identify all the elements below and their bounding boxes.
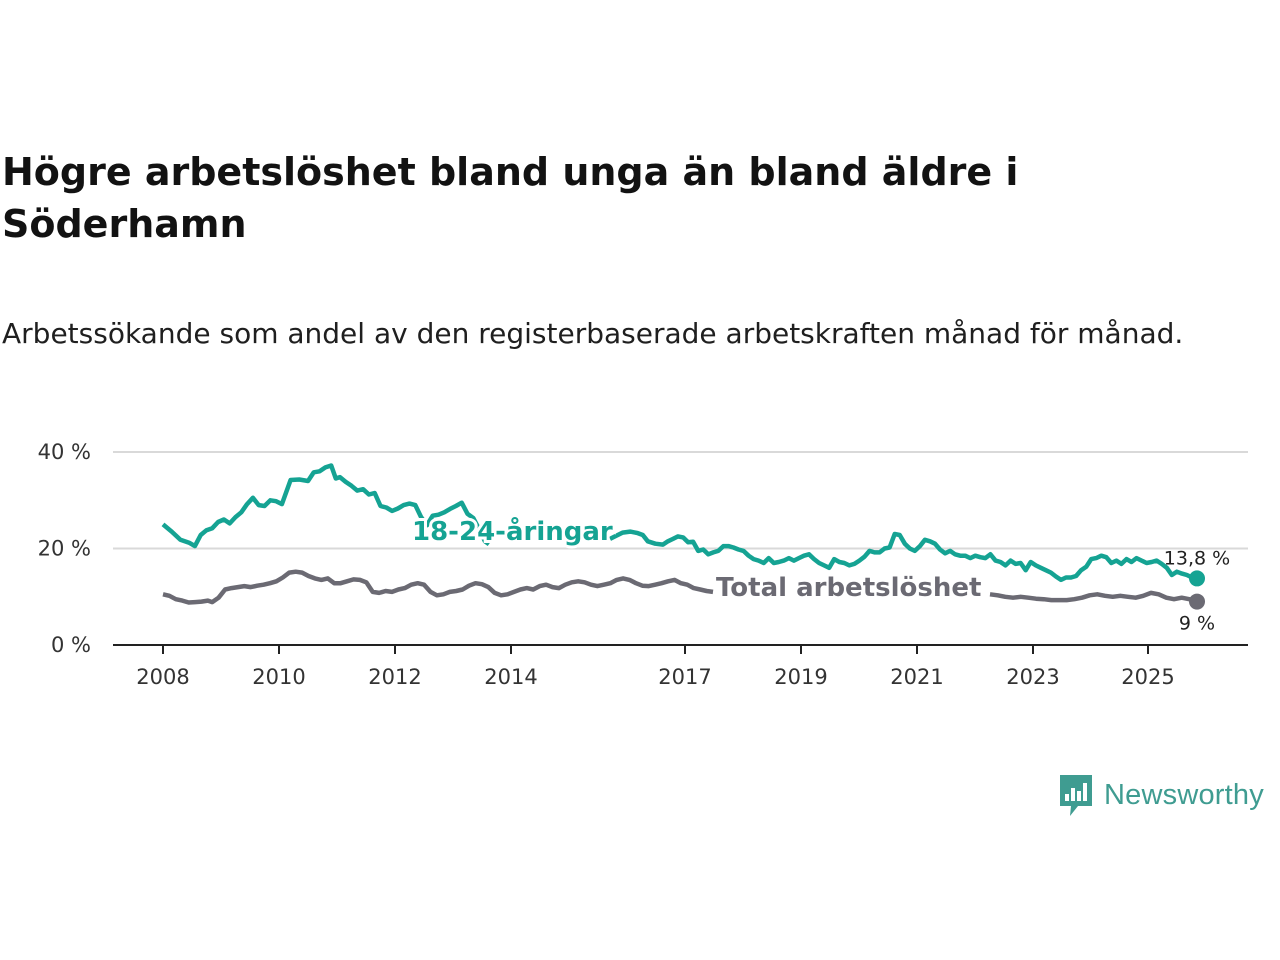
newsworthy-logo: Newsworthy bbox=[1058, 772, 1264, 818]
series-label-youth: 18-24-åringar bbox=[412, 515, 613, 547]
x-tick-label: 2012 bbox=[368, 665, 421, 689]
x-tick-label: 2021 bbox=[890, 665, 943, 689]
end-marker-youth bbox=[1189, 570, 1205, 587]
end-marker-total bbox=[1189, 593, 1205, 610]
series-line-youth bbox=[608, 529, 1198, 583]
x-tick-label: 2008 bbox=[136, 665, 189, 689]
end-label-total: 9 % bbox=[1179, 613, 1215, 635]
brand-name: Newsworthy bbox=[1104, 778, 1264, 811]
y-tick-label: 40 % bbox=[38, 440, 91, 464]
x-tick-label: 2017 bbox=[658, 665, 711, 689]
x-tick-label: 2019 bbox=[774, 665, 827, 689]
x-tick-label: 2023 bbox=[1006, 665, 1059, 689]
x-axis: 2008 2010 2012 2014 2017 2019 2021 2023 2025 bbox=[113, 644, 1248, 689]
series-labels: 13,8 % 9 % 18-24-åringar Total arbetslöshet bbox=[409, 512, 1230, 635]
x-tick-label: 2014 bbox=[484, 665, 537, 689]
y-axis: 0 % 20 % 40 % bbox=[38, 440, 91, 657]
series-lines bbox=[161, 463, 1205, 610]
x-tick-label: 2025 bbox=[1121, 665, 1174, 689]
chart-subtitle: Arbetssökande som andel av den registerb… bbox=[2, 317, 1184, 350]
series-line-total bbox=[989, 590, 1198, 604]
newsworthy-logo-icon bbox=[1060, 775, 1092, 816]
gridlines bbox=[113, 451, 1248, 550]
series-label-total: Total arbetslöshet bbox=[716, 573, 981, 603]
end-label-youth: 13,8 % bbox=[1164, 547, 1230, 569]
x-tick-label: 2010 bbox=[252, 665, 305, 689]
series-line-youth bbox=[161, 463, 491, 549]
series-line-total bbox=[162, 569, 714, 605]
chart-title: Högre arbetslöshet bland unga än bland ä… bbox=[2, 150, 1019, 246]
y-tick-label: 0 % bbox=[51, 633, 91, 657]
y-tick-label: 20 % bbox=[38, 537, 91, 561]
